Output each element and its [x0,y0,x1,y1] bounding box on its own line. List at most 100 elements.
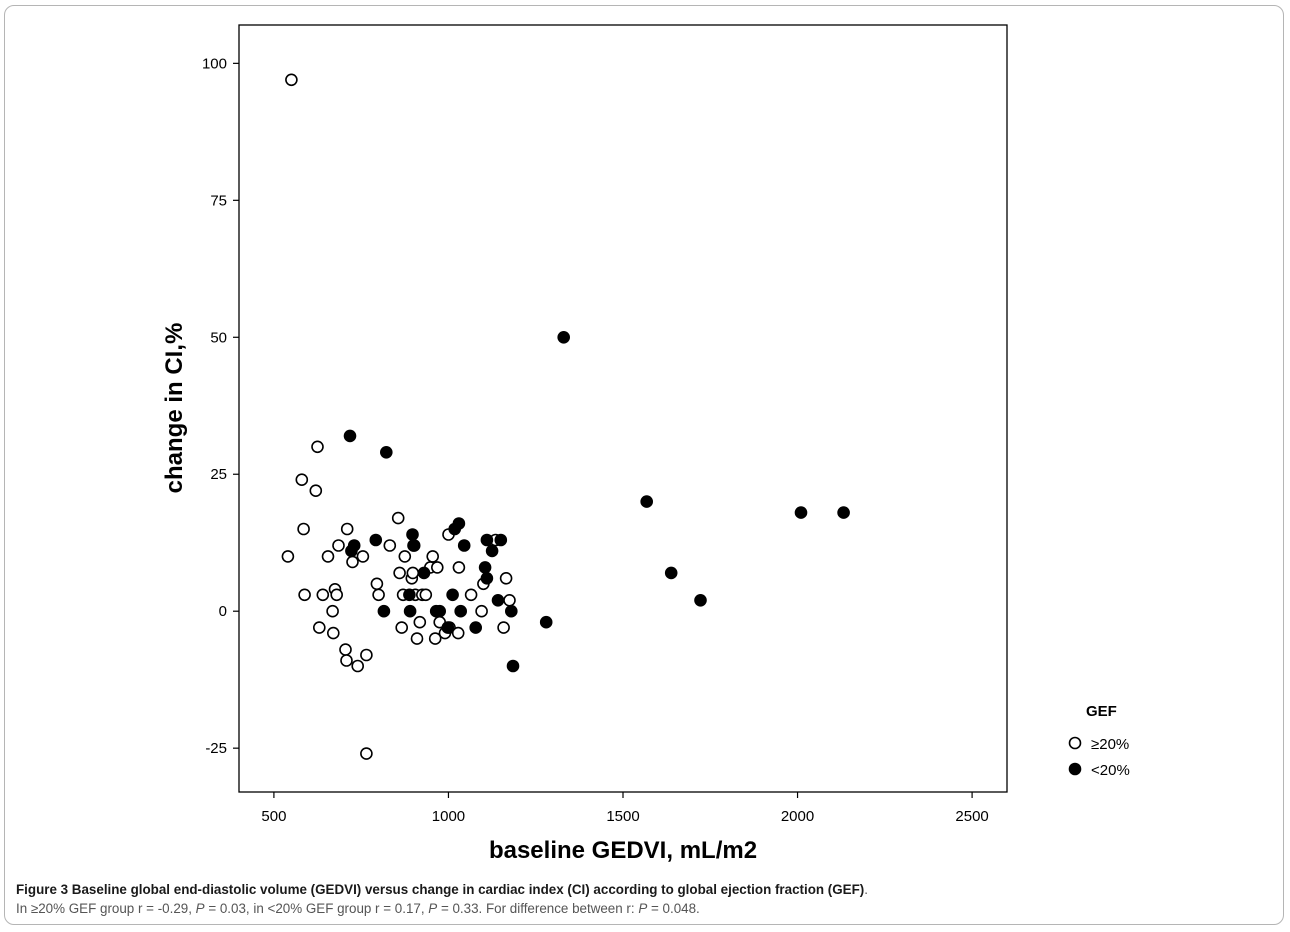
data-point-lt20 [641,496,652,507]
x-tick-label: 2000 [781,808,814,825]
data-point-ge20 [371,578,382,589]
data-point-lt20 [495,535,506,546]
data-point-lt20 [666,567,677,578]
data-point-ge20 [420,589,431,600]
caption-stat-diff-value: = 0.048. [647,901,700,916]
data-point-ge20 [466,589,477,600]
y-tick-label: 25 [210,466,227,483]
data-point-ge20 [299,589,310,600]
data-point-lt20 [481,535,492,546]
scatter-chart: 500 1000 1500 2000 2500 -25 0 25 50 75 100 baseli… [0,0,1290,875]
y-tick-label: 75 [210,192,227,209]
data-point-ge20 [394,567,405,578]
data-point-ge20 [342,524,353,535]
data-point-lt20 [447,589,458,600]
plot-area [239,25,1007,792]
data-point-lt20 [459,540,470,551]
legend-label-lt20: <20% [1091,762,1130,779]
data-point-ge20 [341,655,352,666]
y-axis: -25 0 25 50 75 100 [202,55,239,757]
x-tick-label: 2500 [955,808,988,825]
data-point-lt20 [404,589,415,600]
data-point-ge20 [328,628,339,639]
data-point-ge20 [393,513,404,524]
data-point-lt20 [378,606,389,617]
x-axis: 500 1000 1500 2000 2500 [261,792,988,825]
caption-stat-ge20: In ≥20% GEF group r = -0.29, [16,901,196,916]
data-point-lt20 [407,529,418,540]
data-point-lt20 [480,562,491,573]
data-point-lt20 [408,540,419,551]
data-point-lt20 [470,622,481,633]
data-point-ge20 [327,606,338,617]
caption-lead-end: . [864,882,868,897]
y-axis-title: change in CI,% [161,323,188,494]
x-tick-label: 1500 [606,808,639,825]
y-tick-label: -25 [205,740,227,757]
data-point-ge20 [296,474,307,485]
x-tick-label: 500 [261,808,286,825]
caption-stat-lt20: = 0.03, in <20% GEF group r = 0.17, [205,901,429,916]
data-point-ge20 [347,556,358,567]
data-point-ge20 [361,748,372,759]
data-point-lt20 [442,622,453,633]
data-point-ge20 [333,540,344,551]
data-point-lt20 [541,617,552,628]
caption-stat-diff: = 0.33. For difference between r: [437,901,638,916]
data-point-ge20 [282,551,293,562]
data-point-ge20 [432,562,443,573]
caption-p-symbol: P [196,901,205,916]
data-point-ge20 [323,551,334,562]
data-point-ge20 [312,441,323,452]
data-point-ge20 [317,589,328,600]
data-point-lt20 [349,540,360,551]
legend-marker-filled [1070,764,1081,775]
legend-marker-open [1070,738,1081,749]
data-point-lt20 [838,507,849,518]
data-point-ge20 [399,551,410,562]
data-point-lt20 [558,332,569,343]
data-point-ge20 [357,551,368,562]
data-point-ge20 [331,589,342,600]
figure-caption: Figure 3 Baseline global end-diastolic v… [16,880,1281,918]
data-point-lt20 [345,430,356,441]
data-point-lt20 [419,567,430,578]
legend-label-ge20: ≥20% [1091,736,1129,753]
caption-line-2: In ≥20% GEF group r = -0.29, P = 0.03, i… [16,899,1281,918]
caption-lead: Figure 3 Baseline global end-diastolic v… [16,882,864,897]
data-point-ge20 [352,661,363,672]
data-point-ge20 [384,540,395,551]
data-point-lt20 [370,535,381,546]
data-point-ge20 [453,628,464,639]
data-point-ge20 [373,589,384,600]
data-point-lt20 [481,573,492,584]
data-point-ge20 [340,644,351,655]
legend: GEF ≥20% <20% [1070,703,1130,779]
data-point-ge20 [427,551,438,562]
data-point-ge20 [412,633,423,644]
caption-line-1: Figure 3 Baseline global end-diastolic v… [16,880,1281,899]
caption-p-symbol: P [638,901,647,916]
data-point-ge20 [407,567,418,578]
legend-title: GEF [1086,703,1117,720]
data-point-lt20 [381,447,392,458]
y-tick-label: 50 [210,329,227,346]
data-point-lt20 [453,518,464,529]
data-point-ge20 [504,595,515,606]
data-point-ge20 [361,650,372,661]
data-point-ge20 [298,524,309,535]
x-axis-title: baseline GEDVI, mL/m2 [489,837,757,864]
data-point-lt20 [695,595,706,606]
data-point-ge20 [286,74,297,85]
data-point-lt20 [455,606,466,617]
data-point-ge20 [310,485,321,496]
data-point-ge20 [498,622,509,633]
data-point-ge20 [501,573,512,584]
data-point-lt20 [796,507,807,518]
data-point-ge20 [476,606,487,617]
data-point-lt20 [434,606,445,617]
data-point-ge20 [414,617,425,628]
data-point-lt20 [487,545,498,556]
data-point-ge20 [453,562,464,573]
data-point-ge20 [396,622,407,633]
